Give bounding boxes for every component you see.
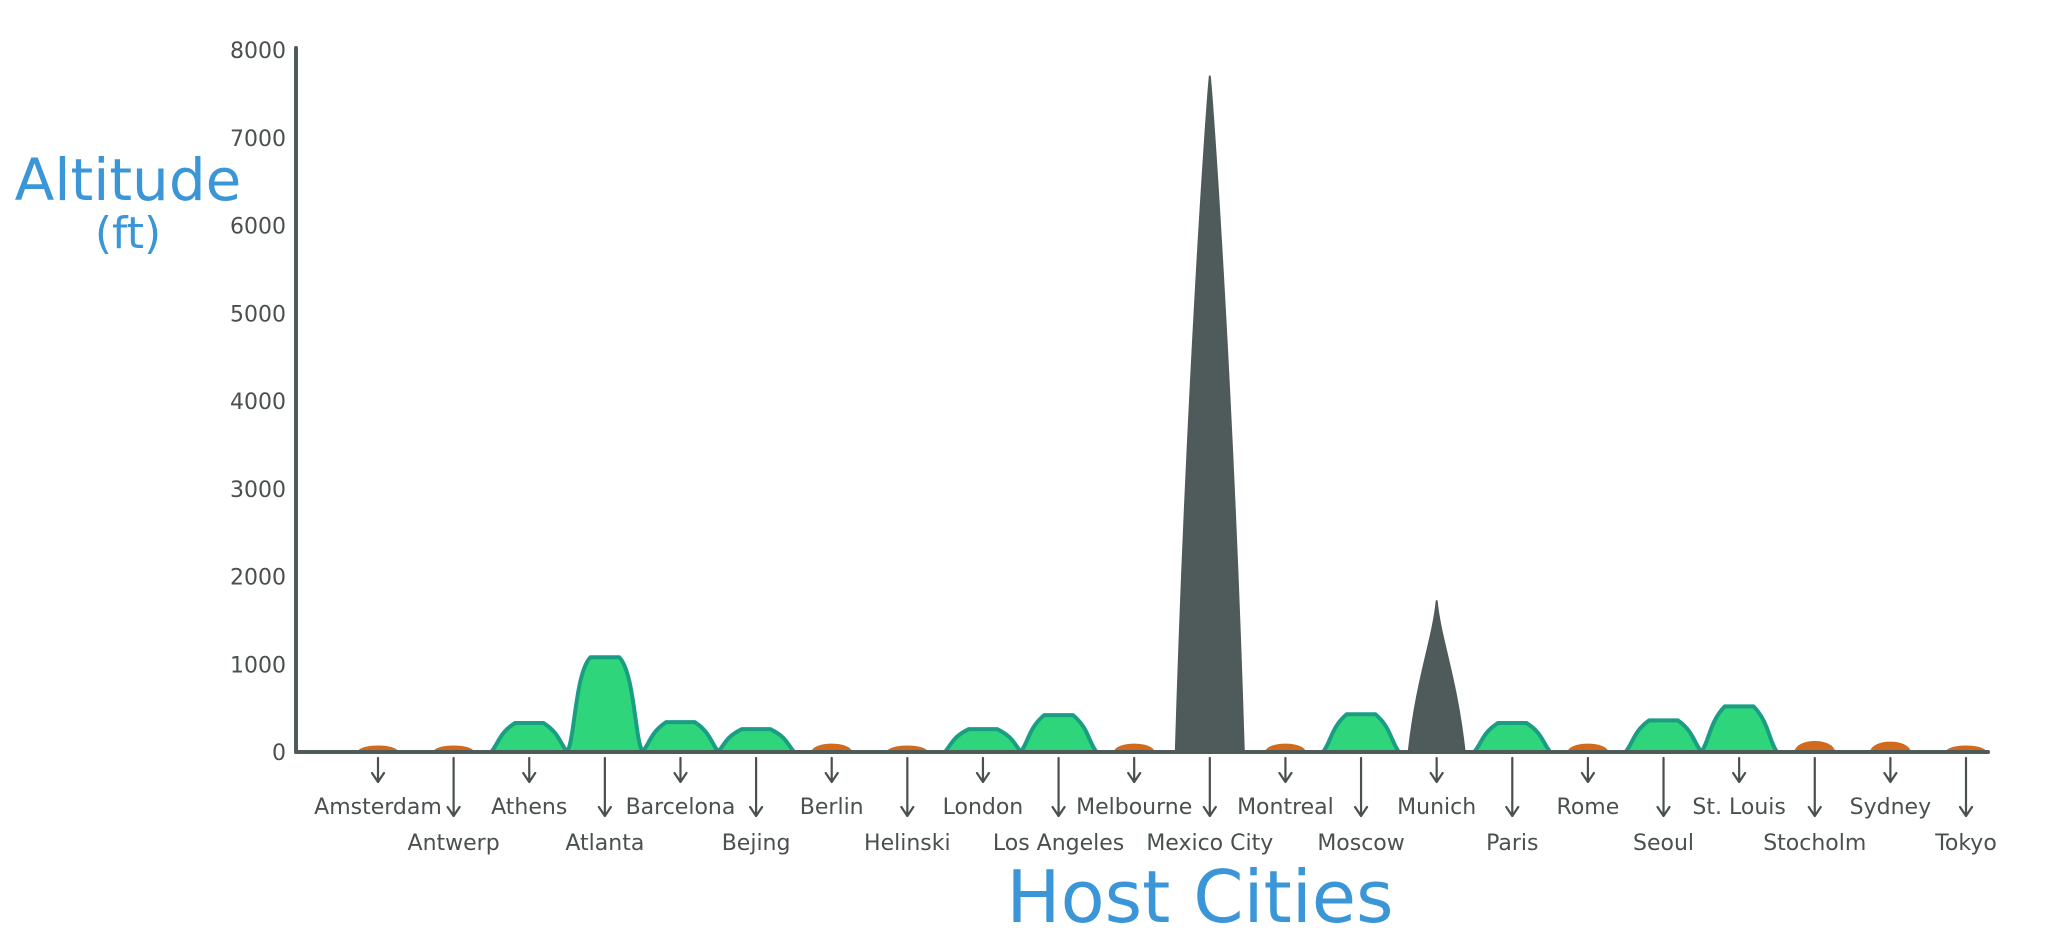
altitude-mark-atlanta — [564, 655, 645, 754]
label-arrow-los-angeles — [1051, 756, 1066, 818]
altitude-mark-seoul — [1623, 718, 1704, 754]
city-label-antwerp: Antwerp — [408, 831, 500, 856]
label-arrow-london — [975, 756, 991, 784]
altitude-mark-los-angeles — [1018, 713, 1099, 754]
y-axis-title-line1: Altitude — [15, 146, 242, 214]
city-label-rome: Rome — [1557, 795, 1620, 820]
city-label-barcelona: Barcelona — [626, 795, 736, 820]
label-arrow-st-louis — [1732, 756, 1747, 784]
y-tick-label-4000: 4000 — [230, 390, 286, 415]
y-tick-label-6000: 6000 — [230, 215, 286, 240]
label-arrow-amsterdam — [370, 756, 386, 784]
city-altitude-marks — [357, 75, 1987, 754]
x-axis-title: Host Cities — [1006, 855, 1393, 939]
label-arrow-barcelona — [673, 756, 688, 784]
label-arrow-rome — [1580, 756, 1595, 784]
city-label-seoul: Seoul — [1633, 831, 1694, 856]
label-arrow-stocholm — [1807, 756, 1822, 818]
city-label-stocholm: Stocholm — [1763, 831, 1866, 856]
label-arrow-montreal — [1278, 756, 1293, 784]
altitude-mark-athens — [489, 721, 570, 754]
y-tick-label-5000: 5000 — [230, 302, 286, 327]
y-tick-label-8000: 8000 — [230, 39, 286, 64]
label-arrow-mexico-city — [1202, 756, 1217, 818]
label-arrow-tokyo — [1958, 756, 1974, 818]
altitude-mark-barcelona — [640, 720, 721, 754]
label-arrow-paris — [1505, 756, 1520, 818]
label-arrow-athens — [522, 756, 537, 784]
city-label-atlanta: Atlanta — [565, 831, 644, 856]
city-label-los-angeles: Los Angeles — [993, 831, 1124, 856]
altitude-mark-mexico-city — [1174, 75, 1245, 753]
y-tick-label-1000: 1000 — [230, 653, 286, 678]
label-arrow-atlanta — [597, 756, 612, 818]
city-label-montreal: Montreal — [1237, 795, 1334, 820]
label-arrow-helinski — [900, 756, 915, 818]
city-label-athens: Athens — [491, 795, 567, 820]
y-tick-label-3000: 3000 — [230, 478, 286, 503]
y-tick-label-2000: 2000 — [230, 566, 286, 591]
label-arrow-moscow — [1353, 756, 1369, 818]
city-label-bejing: Bejing — [722, 831, 791, 856]
city-label-munich: Munich — [1397, 795, 1476, 820]
y-tick-label-7000: 7000 — [230, 127, 286, 152]
y-tick-label-0: 0 — [272, 741, 286, 766]
city-label-tokyo: Tokyo — [1934, 831, 1997, 856]
label-arrow-antwerp — [446, 756, 461, 818]
city-label-london: London — [943, 795, 1024, 820]
city-label-mexico-city: Mexico City — [1146, 831, 1273, 856]
label-arrow-munich — [1429, 756, 1444, 784]
label-arrow-melbourne — [1127, 756, 1142, 784]
label-arrow-berlin — [824, 756, 839, 784]
city-label-amsterdam: Amsterdam — [314, 795, 442, 820]
label-arrow-bejing — [748, 756, 764, 818]
city-labels: Amsterdam Antwerp Athens Atlanta Barcelona Be… — [314, 756, 1997, 856]
city-label-moscow: Moscow — [1317, 831, 1404, 856]
city-label-melbourne: Melbourne — [1076, 795, 1192, 820]
altitude-mark-bejing — [716, 727, 797, 754]
city-label-paris: Paris — [1486, 831, 1538, 856]
label-arrow-sydney — [1883, 756, 1898, 784]
altitude-mark-paris — [1472, 721, 1553, 754]
altitude-mark-moscow — [1321, 712, 1402, 754]
city-label-st-louis: St. Louis — [1692, 795, 1785, 820]
city-label-berlin: Berlin — [800, 795, 864, 820]
y-axis-title-line2: (ft) — [95, 208, 161, 259]
city-label-helinski: Helinski — [864, 831, 951, 856]
city-label-sydney: Sydney — [1850, 795, 1931, 820]
y-axis-ticks: 0 1000 2000 3000 4000 5000 6000 7000 8000 — [230, 39, 286, 766]
altitude-mark-st-louis — [1699, 704, 1780, 754]
altitude-mark-london — [942, 727, 1023, 754]
altitude-mark-munich — [1407, 600, 1466, 753]
label-arrow-seoul — [1656, 756, 1671, 818]
